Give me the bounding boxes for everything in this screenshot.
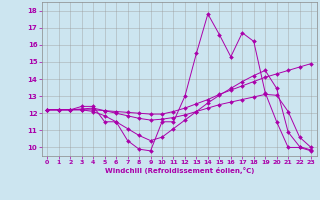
X-axis label: Windchill (Refroidissement éolien,°C): Windchill (Refroidissement éolien,°C): [105, 167, 254, 174]
